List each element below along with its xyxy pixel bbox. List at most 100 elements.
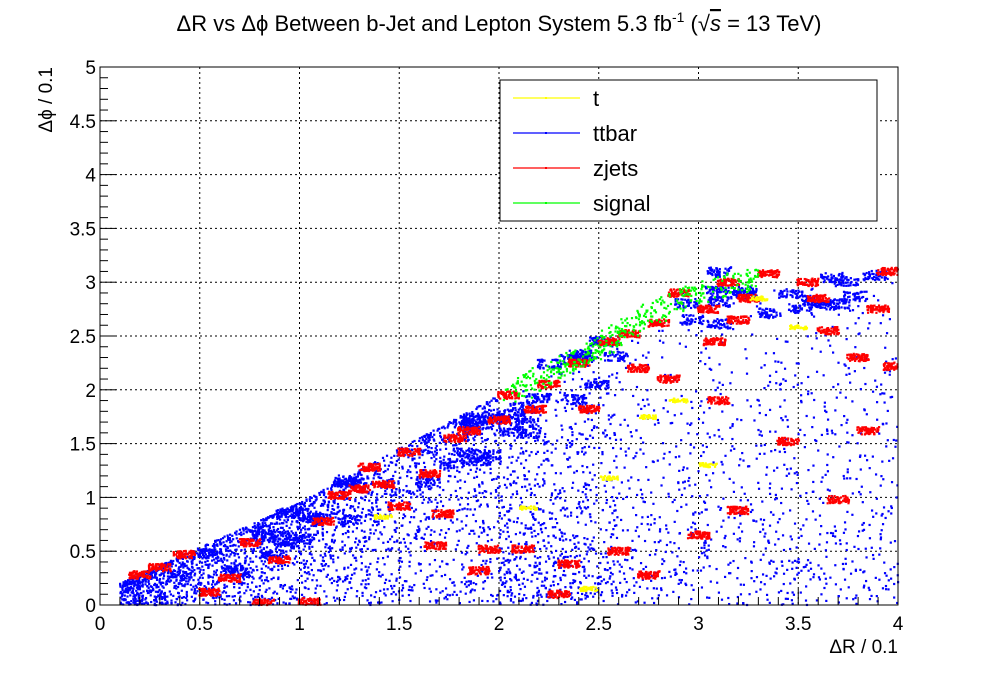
ttbar-point <box>800 394 803 397</box>
ttbar-point <box>544 432 547 436</box>
ttbar-point <box>864 276 867 280</box>
ttbar-point <box>608 471 611 474</box>
ttbar-point <box>463 576 466 579</box>
ttbar-point <box>150 577 153 580</box>
ttbar-point <box>183 562 186 566</box>
ttbar-point <box>724 304 728 308</box>
ttbar-point <box>479 459 482 463</box>
ttbar-point <box>263 579 267 582</box>
ttbar-point <box>427 517 431 520</box>
ttbar-point <box>365 570 368 573</box>
ttbar-point <box>279 584 283 587</box>
ttbar-point <box>636 414 639 417</box>
ttbar-point <box>334 516 337 519</box>
ttbar-point <box>613 563 616 566</box>
ttbar-point <box>210 551 213 554</box>
ttbar-point <box>777 591 781 594</box>
ttbar-point <box>509 507 512 510</box>
ttbar-point <box>458 508 461 512</box>
ttbar-point <box>575 352 578 355</box>
ttbar-point <box>295 588 298 591</box>
ttbar-point <box>354 556 357 559</box>
ttbar-point <box>119 590 122 594</box>
ttbar-point <box>299 505 302 509</box>
ttbar-point <box>499 428 502 431</box>
ttbar-point <box>858 332 861 335</box>
ttbar-point <box>858 455 862 458</box>
ttbar-point <box>867 327 870 330</box>
ttbar-point <box>408 465 412 468</box>
ttbar-point <box>589 381 593 384</box>
ttbar-point <box>302 526 305 529</box>
ttbar-point <box>824 549 828 552</box>
ttbar-point <box>169 593 173 596</box>
ttbar-point <box>708 266 711 270</box>
ttbar-point <box>443 427 446 430</box>
ttbar-point <box>534 535 537 538</box>
ttbar-point <box>131 590 134 593</box>
ttbar-point <box>599 384 603 387</box>
ttbar-point <box>241 576 245 579</box>
ttbar-point <box>487 526 490 529</box>
ttbar-point <box>846 468 849 471</box>
ttbar-point <box>530 451 533 454</box>
ttbar-point <box>797 362 800 365</box>
ttbar-point <box>489 472 492 475</box>
ttbar-point <box>215 569 218 572</box>
ttbar-point <box>429 574 432 577</box>
ttbar-point <box>749 405 752 408</box>
ttbar-point <box>149 574 152 577</box>
ttbar-point <box>707 544 710 547</box>
ttbar-point <box>581 510 584 513</box>
ttbar-point <box>674 456 677 459</box>
ttbar-point <box>690 422 693 425</box>
ttbar-point <box>181 596 184 599</box>
ttbar-point <box>220 559 223 562</box>
ttbar-point <box>641 497 644 500</box>
ttbar-point <box>590 385 593 389</box>
ttbar-point <box>358 481 361 484</box>
ttbar-point <box>590 418 593 422</box>
ttbar-point <box>512 480 516 483</box>
ttbar-point <box>611 573 614 576</box>
ttbar-point <box>341 540 344 543</box>
ttbar-point <box>877 275 880 278</box>
ttbar-point <box>193 574 196 577</box>
ttbar-point <box>476 456 479 459</box>
ttbar-point <box>608 437 612 440</box>
ttbar-point <box>422 582 425 585</box>
ttbar-point <box>295 505 298 508</box>
ttbar-point <box>615 455 618 458</box>
ttbar-point <box>500 561 503 565</box>
ttbar-point <box>234 544 237 547</box>
ttbar-point <box>593 381 596 384</box>
ttbar-point <box>119 601 122 604</box>
ttbar-point <box>372 532 376 535</box>
ttbar-point <box>455 418 458 422</box>
ttbar-point <box>514 573 517 576</box>
ttbar-point <box>780 560 783 563</box>
ttbar-point <box>237 572 240 575</box>
ttbar-point <box>498 601 502 604</box>
ttbar-point <box>331 538 334 541</box>
ttbar-point <box>647 403 650 406</box>
ttbar-point <box>472 529 475 532</box>
ttbar-point <box>495 399 498 402</box>
ttbar-point <box>837 595 840 598</box>
ttbar-point <box>543 451 546 454</box>
ttbar-point <box>303 565 307 568</box>
ttbar-point <box>581 464 584 468</box>
ttbar-point <box>650 491 653 494</box>
ttbar-point <box>454 548 457 551</box>
ttbar-point <box>729 266 733 269</box>
ttbar-point <box>316 530 319 533</box>
ttbar-point <box>456 469 459 472</box>
ttbar-point <box>203 585 206 588</box>
ttbar-point <box>625 495 629 499</box>
ttbar-point <box>429 590 433 593</box>
ttbar-point <box>528 483 531 486</box>
ttbar-point <box>201 576 204 580</box>
ttbar-point <box>334 599 337 602</box>
ttbar-point <box>435 453 438 456</box>
ttbar-point <box>659 528 662 531</box>
